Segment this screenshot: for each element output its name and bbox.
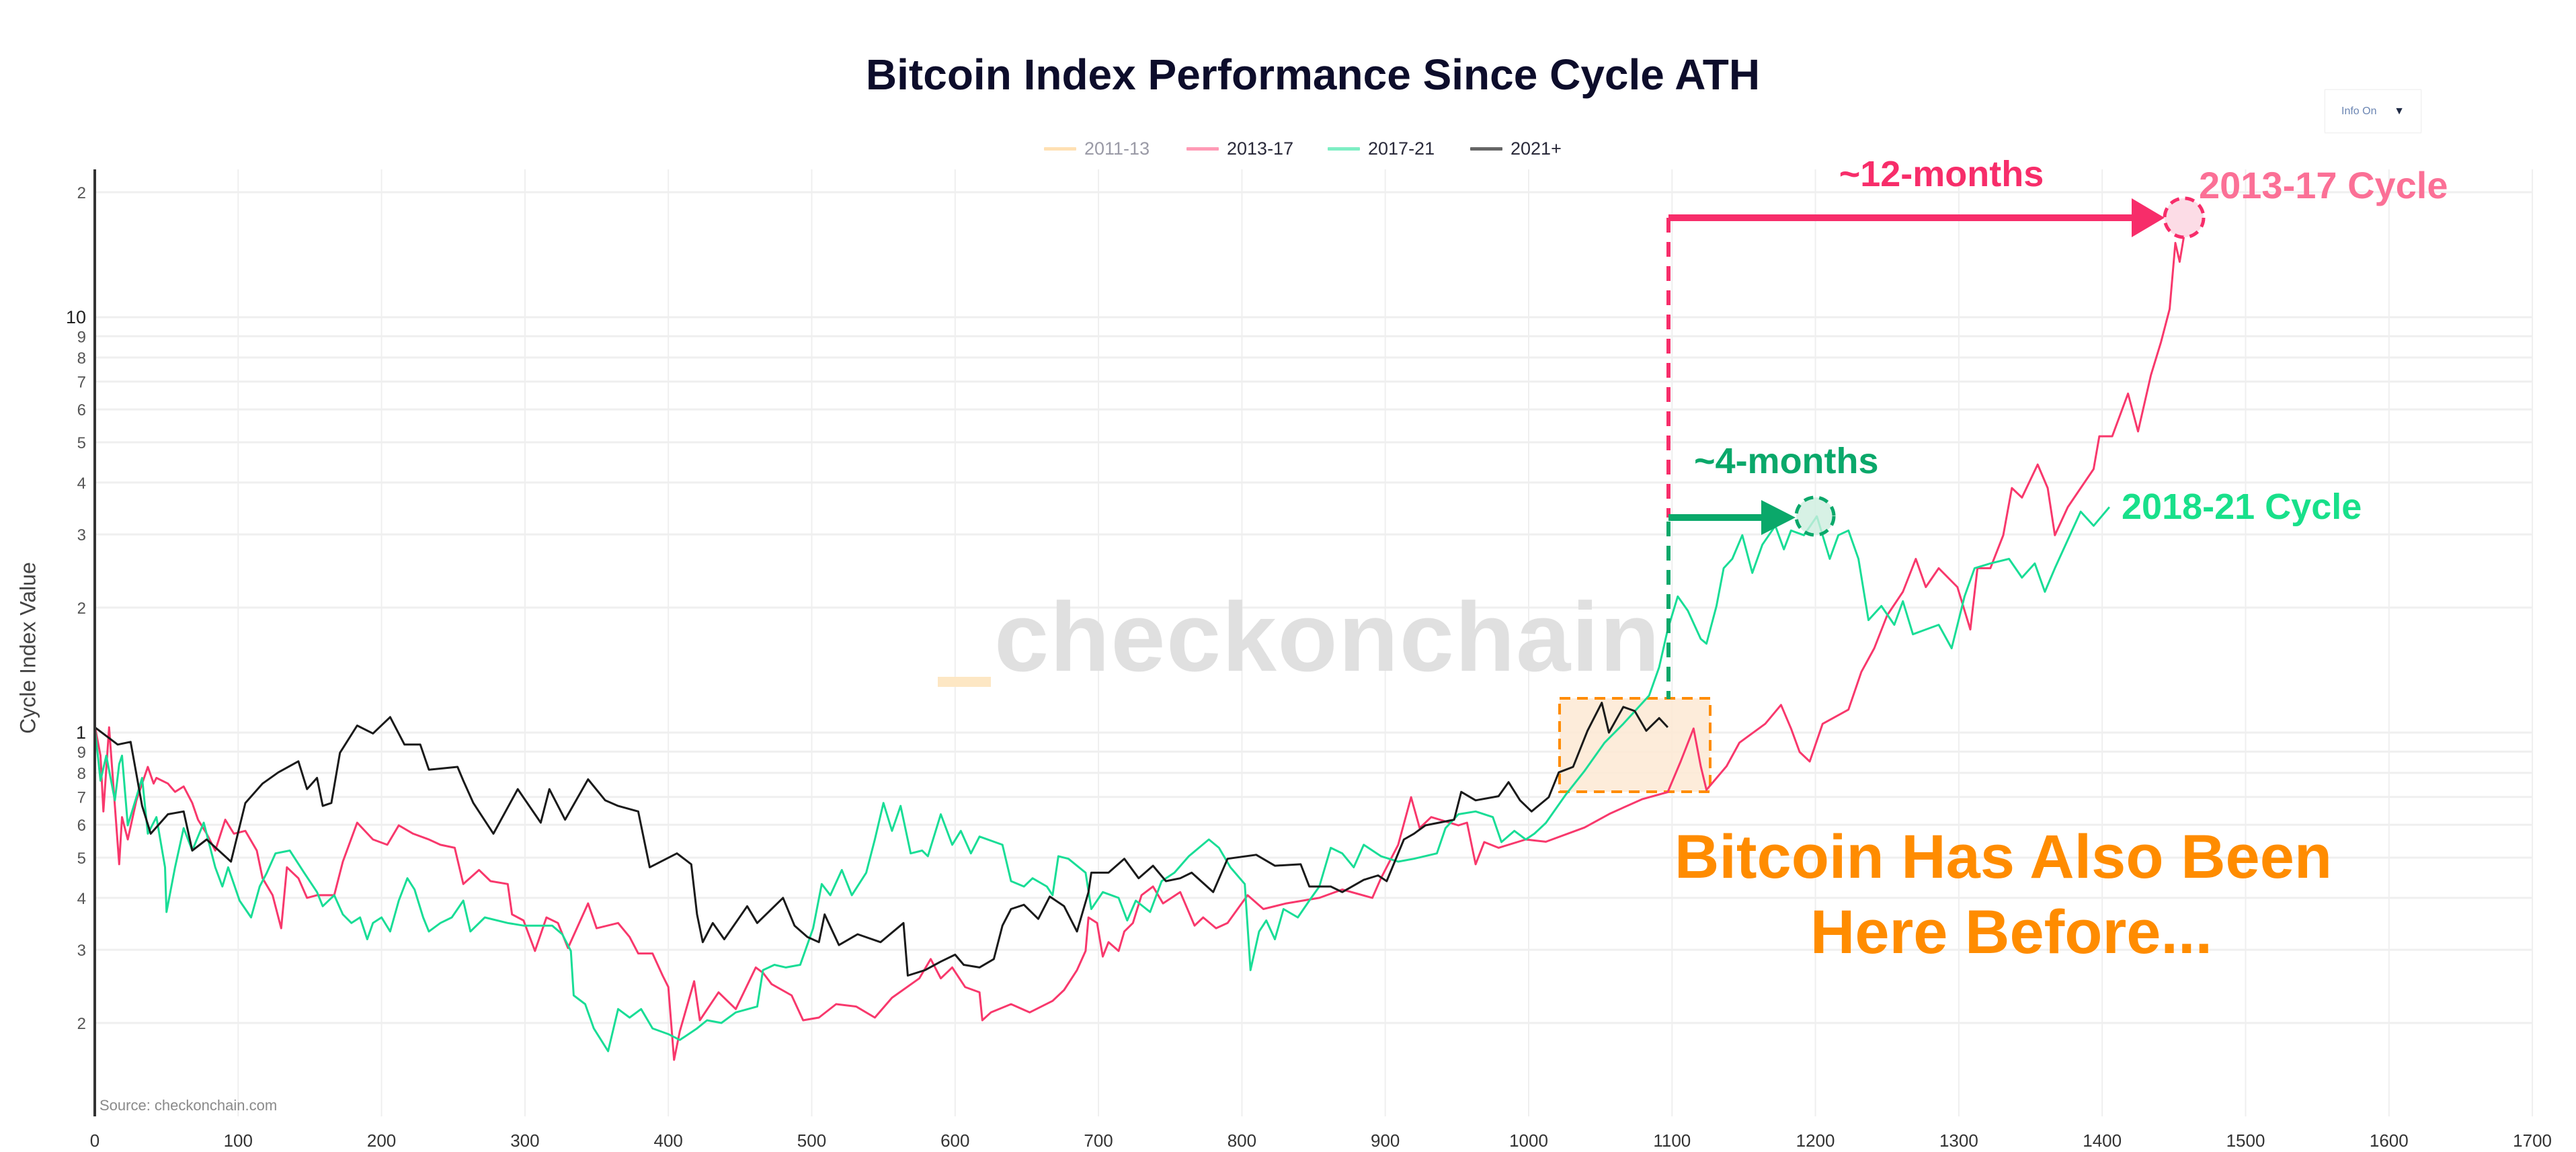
legend-swatch (1328, 147, 1360, 151)
watermark-text: checkonchain (994, 582, 1660, 692)
legend-label: 2021+ (1511, 138, 1562, 159)
x-tick-label: 800 (1227, 1130, 1256, 1151)
y-tick-label: 4 (77, 475, 86, 493)
x-tick-label: 1200 (1796, 1130, 1835, 1151)
x-tick-label: 300 (510, 1130, 539, 1151)
highlight-box (1558, 697, 1712, 793)
y-tick-label: 2 (77, 184, 86, 202)
legend-label: 2017-21 (1368, 138, 1435, 159)
legend-label: 2011-13 (1084, 138, 1150, 159)
gridlines (95, 169, 2534, 1116)
y-tick-label: 2 (77, 1015, 86, 1033)
legend-item-2017-21[interactable]: 2017-21 (1328, 137, 1435, 160)
y-tick-label: 4 (77, 890, 86, 908)
pink-arrow-head-icon (2132, 198, 2165, 237)
chart-title: Bitcoin Index Performance Since Cycle AT… (865, 50, 1761, 99)
y-tick-label: 9 (77, 743, 86, 762)
legend-swatch (1470, 147, 1502, 151)
annotations: ~12-months 2013-17 Cycle ~4-months 2018-… (1666, 154, 2448, 966)
info-toggle-label: Info On (2341, 105, 2377, 117)
x-tick-label: 0 (90, 1130, 99, 1151)
source-note: Source: checkonchain.com (99, 1097, 278, 1114)
y-tick-label: 7 (77, 374, 86, 392)
pink-cycle-label: 2013-17 Cycle (2199, 164, 2448, 206)
series-line-2013-17 (93, 219, 2188, 1061)
pink-peak-circle (2163, 196, 2206, 239)
y-tick-label: 1 (76, 723, 86, 743)
x-tick-label: 1700 (2513, 1130, 2552, 1151)
x-tick-label: 1100 (1653, 1130, 1691, 1151)
x-tick-label: 200 (367, 1130, 396, 1151)
headline-line-2: Here Before... (1810, 898, 2212, 966)
caret-down-icon: ▼ (2394, 105, 2405, 117)
y-tick-label: 8 (77, 349, 86, 368)
legend-swatch (1186, 147, 1219, 151)
x-tick-label: 1000 (1509, 1130, 1548, 1151)
y-tick-label: 5 (77, 850, 86, 868)
legend-label: 2013-17 (1227, 138, 1294, 159)
legend-swatch (1044, 147, 1076, 151)
y-tick-label: 2 (77, 600, 86, 618)
green-cycle-label: 2018-21 Cycle (2122, 487, 2362, 527)
x-tick-label: 1500 (2226, 1130, 2265, 1151)
watermark: checkonchain (938, 582, 1660, 692)
watermark-underscore (938, 677, 991, 687)
green-interval-label: ~4-months (1694, 441, 1879, 481)
x-tick-label: 500 (797, 1130, 826, 1151)
y-tick-label: 6 (77, 817, 86, 835)
headline-line-1: Bitcoin Has Also Been (1675, 823, 2332, 891)
y-tick-label: 6 (77, 401, 86, 419)
y-tick-label: 9 (77, 328, 86, 346)
green-arrow-head-icon (1761, 500, 1796, 535)
x-tick-label: 1600 (2370, 1130, 2409, 1151)
info-toggle-dropdown[interactable]: Info On ▼ (2325, 89, 2421, 133)
series-lines (93, 219, 2188, 1061)
series-line-2017-21 (93, 506, 2111, 1053)
series-line-2021-plus (94, 702, 1668, 977)
green-peak-circle (1794, 495, 1836, 537)
y-tick-label: 7 (77, 789, 86, 807)
x-tick-label: 400 (654, 1130, 683, 1151)
y-tick-label: 10 (66, 307, 86, 327)
y-tick-label: 3 (77, 526, 86, 544)
y-tick-label: 5 (77, 434, 86, 452)
x-tick-label: 1400 (2083, 1130, 2122, 1151)
x-tick-label: 900 (1371, 1130, 1400, 1151)
x-tick-label: 100 (224, 1130, 253, 1151)
legend-item-2013-17[interactable]: 2013-17 (1186, 137, 1293, 160)
axes: 0 100 200 300 400 500 600 700 800 900 1000 1100 1200… (66, 169, 2552, 1151)
legend-item-2011-13[interactable]: 2011-13 (1044, 137, 1150, 160)
x-tick-label: 1300 (1939, 1130, 1978, 1151)
x-tick-label: 600 (940, 1130, 969, 1151)
y-tick-label: 8 (77, 765, 86, 783)
legend-item-2021-plus[interactable]: 2021+ (1470, 137, 1562, 160)
y-tick-label: 3 (77, 942, 86, 960)
x-tick-label: 700 (1084, 1130, 1113, 1151)
pink-interval-label: ~12-months (1839, 154, 2044, 194)
